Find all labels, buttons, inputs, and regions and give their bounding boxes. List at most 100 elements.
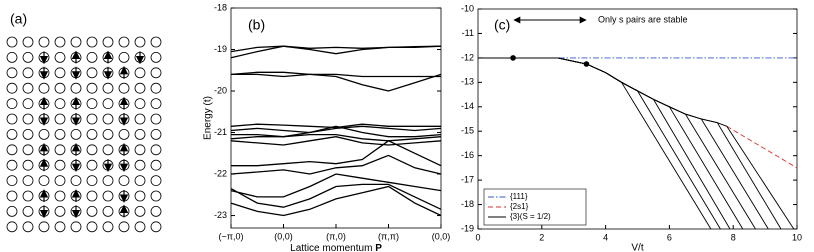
y-tick-label: -13 [461, 77, 474, 87]
y-tick-label: -16 [461, 150, 474, 160]
site [54, 221, 66, 233]
site [70, 221, 82, 233]
site [118, 175, 130, 187]
site [6, 221, 18, 233]
site [150, 36, 162, 48]
site [102, 113, 114, 125]
site [22, 190, 34, 202]
site [150, 113, 162, 125]
y-tick-label: -11 [462, 28, 474, 38]
x-axis-label: V/t [631, 243, 643, 252]
x-tick-label: (0,0) [274, 231, 293, 241]
line [230, 154, 442, 175]
site [6, 144, 18, 156]
x-tick-label: 10 [792, 232, 802, 242]
site [150, 144, 162, 156]
panel-label: (c) [494, 17, 510, 33]
site [86, 128, 98, 140]
site [86, 190, 98, 202]
point [583, 61, 590, 67]
site [38, 128, 50, 140]
x-axis-label: Lattice momentum P [290, 243, 382, 252]
site [22, 67, 34, 79]
site [118, 36, 130, 48]
site [22, 82, 34, 94]
site [134, 128, 146, 140]
line [230, 183, 442, 210]
site [54, 98, 66, 109]
site [6, 159, 18, 171]
site [134, 36, 146, 48]
site [134, 82, 146, 94]
site [6, 175, 18, 187]
line [230, 71, 442, 92]
site [38, 36, 50, 48]
site [70, 36, 82, 48]
site [102, 98, 114, 109]
site [86, 205, 98, 217]
y-tick-label: -15 [461, 126, 474, 136]
x-axis-label-symbol: P [375, 243, 382, 252]
site [6, 67, 18, 79]
site [54, 36, 66, 48]
site [118, 82, 130, 94]
site [102, 205, 114, 217]
y-tick-label: -23 [214, 210, 227, 220]
y-tick-label: -14 [461, 101, 474, 111]
y-tick-label: -22 [214, 168, 227, 178]
site [54, 144, 66, 156]
site [86, 221, 98, 233]
annotation: Only s pairs are stable [598, 14, 688, 24]
site [6, 128, 18, 140]
x-tick-label: (0,0) [432, 231, 451, 241]
site [70, 175, 82, 187]
y-tick-label: -20 [214, 85, 227, 95]
y-tick-label: -10 [461, 3, 474, 13]
panel-label: (a) [10, 11, 27, 27]
line [230, 125, 442, 134]
site [38, 175, 50, 187]
site [54, 113, 66, 125]
site [134, 159, 146, 171]
site [134, 205, 146, 217]
y-tick-label: -19 [461, 223, 474, 233]
site [22, 159, 34, 171]
x-tick-label: (π,0) [326, 231, 346, 241]
site [54, 159, 66, 171]
site [22, 113, 34, 125]
panel-label: (b) [248, 17, 265, 33]
site [118, 221, 130, 233]
x-tick-label: (π,π) [378, 231, 399, 241]
site [86, 144, 98, 156]
site [134, 98, 146, 109]
y-tick-label: -19 [214, 44, 227, 54]
line [230, 136, 442, 146]
x-tick-label: 2 [539, 232, 544, 242]
site [54, 128, 66, 140]
y-tick-label: -12 [461, 52, 474, 62]
legend-label: {111} [510, 192, 528, 201]
site [86, 113, 98, 125]
site [70, 128, 82, 140]
y-axis-label: Energy (t) [203, 96, 214, 140]
line [231, 140, 442, 167]
site [134, 190, 146, 202]
legend-label: {2s1} [510, 202, 529, 211]
site [102, 128, 114, 140]
site [134, 113, 146, 125]
site [134, 67, 146, 79]
site [118, 128, 130, 140]
line [726, 125, 798, 169]
site [150, 67, 162, 79]
site [102, 82, 114, 94]
site [150, 159, 162, 171]
site [86, 175, 98, 187]
site [54, 67, 66, 79]
site [54, 205, 66, 217]
site [54, 52, 66, 63]
line [230, 123, 441, 129]
site [22, 205, 34, 217]
x-tick-label: (−π,0) [219, 231, 244, 241]
site [6, 190, 18, 202]
